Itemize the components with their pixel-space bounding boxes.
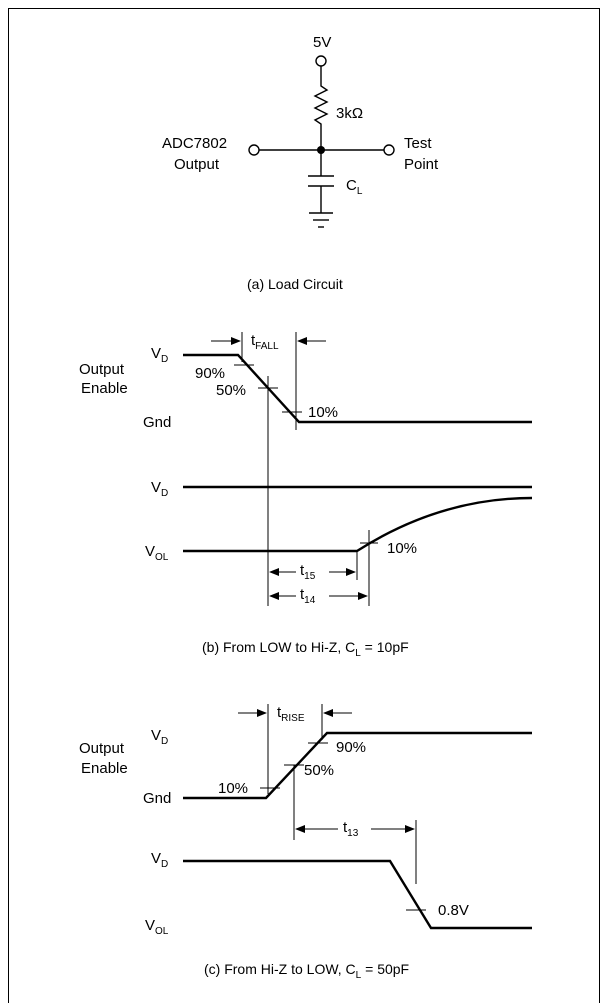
source-label-line1: ADC7802 — [162, 135, 227, 152]
source-terminal — [248, 144, 260, 156]
out-level-c: 0.8V — [438, 902, 469, 919]
resistor-label: 3kΩ — [336, 105, 363, 122]
trise-label: tRISE — [277, 704, 305, 724]
panel-b: VD Output Enable Gnd tFALL 90% 50% 10% V… — [79, 332, 533, 659]
pct-90-c: 90% — [336, 739, 366, 756]
tfall-label: tFALL — [251, 332, 279, 352]
pct-90-b: 90% — [195, 365, 225, 382]
caption-c: (c) From Hi-Z to LOW, CL = 50pF — [204, 961, 409, 981]
pct-10-b: 10% — [308, 404, 338, 421]
vol-label-b: VOL — [145, 543, 169, 563]
output-waveform-c — [183, 859, 532, 930]
caption-a: (a) Load Circuit — [247, 276, 343, 292]
vd-label-b: VD — [151, 345, 168, 365]
output-enable-line2-c: Enable — [81, 760, 128, 777]
ground-icon — [309, 212, 333, 228]
load-circuit: 5V 3kΩ ADC7802 Output Test Point CL (a) … — [162, 34, 439, 292]
resistor — [313, 66, 329, 176]
out-pct-10-b: 10% — [387, 540, 417, 557]
output-enable-line1-c: Output — [79, 740, 125, 757]
pct-50-c: 50% — [304, 762, 334, 779]
supply-label: 5V — [313, 34, 331, 51]
t13-label: t13 — [343, 819, 359, 839]
test-point-label-line1: Test — [404, 135, 432, 152]
vd2-label-c: VD — [151, 850, 168, 870]
diagram-frame — [8, 8, 600, 1003]
t15-label: t15 — [300, 562, 316, 582]
caption-b: (b) From LOW to Hi-Z, CL = 10pF — [202, 639, 409, 659]
output-enable-line2-b: Enable — [81, 380, 128, 397]
gnd-label-c: Gnd — [143, 790, 171, 807]
vol-label-c: VOL — [145, 917, 169, 937]
gnd-label-b: Gnd — [143, 414, 171, 431]
panel-c: tRISE VD Output Enable Gnd 10% 50% 90% t… — [79, 704, 532, 981]
vd-label-c: VD — [151, 727, 168, 747]
test-point-label-line2: Point — [404, 156, 439, 173]
output-enable-line1-b: Output — [79, 361, 125, 378]
pct-50-b: 50% — [216, 382, 246, 399]
source-label-line2: Output — [174, 156, 220, 173]
supply-terminal — [315, 55, 327, 67]
vd2-label-b: VD — [151, 479, 168, 499]
t14-label: t14 — [300, 586, 316, 606]
junction-dot — [317, 146, 325, 154]
pct-10-c: 10% — [218, 780, 248, 797]
test-point-terminal — [383, 144, 395, 156]
cap-label: CL — [346, 177, 363, 197]
output-waveform-b — [183, 496, 533, 553]
